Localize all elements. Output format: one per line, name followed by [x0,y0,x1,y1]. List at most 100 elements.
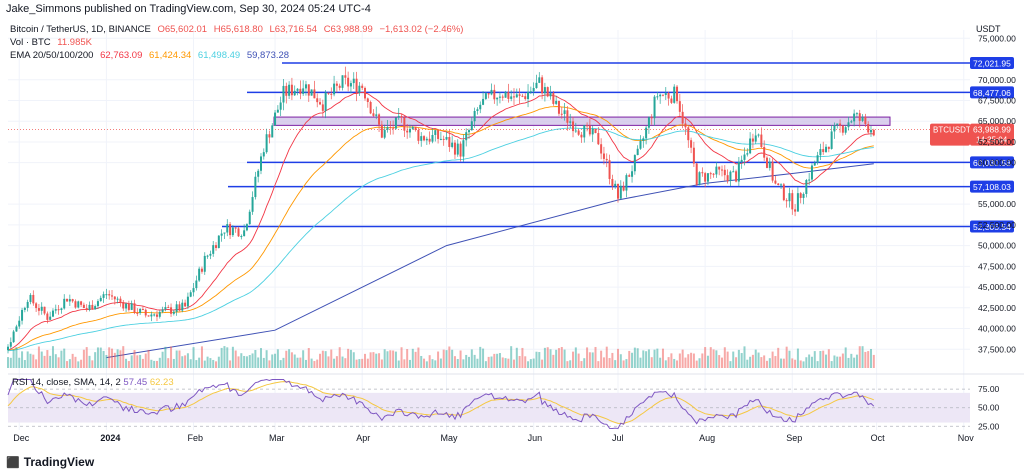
volume-bar [487,356,490,368]
candle-body [105,294,108,296]
horizontal-levels: 72,021.95 68,477.06 60,030.58 57,108.03 52,3… [8,56,1014,233]
candle-body [335,83,338,86]
volume-bar [468,356,471,368]
volume-bar [653,349,656,368]
candle-body [645,127,648,139]
volume-label[interactable]: Vol · BTC [10,37,51,48]
volume-bar [557,348,560,368]
candle-body [549,92,552,97]
candle-body [827,146,830,149]
candle-body [175,304,178,312]
candle-body [153,314,156,316]
candle-body [749,138,752,154]
candle-body [262,152,265,157]
volume-bar [122,346,125,368]
volume-bar [408,359,411,368]
candle-body [209,253,212,256]
volume-bar [66,361,69,368]
volume-bar [304,359,307,368]
volume-bar [796,348,799,368]
candle-body [9,342,12,347]
ema-label[interactable]: EMA 20/50/100/200 [10,50,94,61]
volume-bar [527,361,530,368]
candle-body [473,110,476,122]
volume-bar [791,358,794,368]
price-tick-label: 52,500.00 [978,220,1016,230]
volume-bar [774,356,777,368]
candle-body [743,154,746,160]
volume-bar [127,361,130,368]
rsi-label[interactable]: RSI 14, close, SMA, 14, 2 [12,377,121,388]
candle-body [130,303,133,310]
volume-bar [333,358,336,368]
candle-body [830,131,833,149]
volume-bar [85,347,88,368]
candle-body [777,183,780,185]
candle-body [841,125,844,133]
last-price-countdown: 14:35:04 [976,136,1008,145]
volume-bar [349,349,352,368]
volume-bar [833,355,836,368]
candle-body [600,144,603,154]
volume-bar [51,346,54,368]
volume-bar [316,359,319,368]
candle-body [872,130,875,136]
candlesticks [7,66,875,354]
price-tick-label: 65,000.00 [978,116,1016,126]
volume-bar [650,357,653,368]
candle-body [788,193,791,202]
volume-bar [23,360,26,368]
volume-bar [184,355,187,368]
candle-body [633,155,636,172]
volume-bar [108,347,111,368]
volume-bar [802,361,805,368]
volume-bar [664,360,667,368]
candle-body [85,308,88,310]
volume-bar [431,359,434,368]
last-price-symbol-tag [930,123,970,146]
candle-body [431,134,434,142]
candle-body [170,307,173,314]
candle-body [54,309,57,311]
volume-bar [864,351,867,368]
volume-bar [642,350,645,368]
volume-bar [212,359,215,368]
candle-body [785,200,788,202]
price-tick-label: 37,500.00 [978,344,1016,354]
volume-bar [251,353,254,368]
price-tick-label: 67,500.00 [978,95,1016,105]
candle-body [12,331,15,343]
symbol-legend: Bitcoin / TetherUS, 1D, BINANCE O65,602.… [10,24,467,35]
candle-body [737,161,740,182]
candle-body [687,127,690,141]
candle-body [456,143,459,155]
volume-bar [794,359,797,368]
candle-body [622,185,625,191]
volume-bar [226,347,229,368]
candle-body [203,255,206,272]
candle-body [751,138,754,142]
volume-bar [709,347,712,368]
candle-body [701,172,704,174]
volume-bar [572,351,575,368]
volume-bar [217,356,220,368]
volume-bar [80,359,83,368]
volume-bar [406,349,409,368]
candle-body [507,92,510,99]
candle-body [771,161,774,181]
volume-bar [684,357,687,368]
candle-body [445,136,448,140]
candle-body [119,298,122,302]
volume-bar [192,347,195,368]
rsi-line [7,378,875,430]
symbol-name[interactable]: Bitcoin / TetherUS, 1D, BINANCE [10,24,151,35]
price-tick-label: 40,000.00 [978,324,1016,334]
volume-bar [240,353,243,368]
currency-label[interactable]: USDT [976,24,1001,34]
candle-body [158,311,161,317]
candle-body [257,170,260,177]
level-price-tag [970,180,1014,193]
volume-bar [153,360,156,368]
footer: ⬛ TradingView [6,455,94,469]
